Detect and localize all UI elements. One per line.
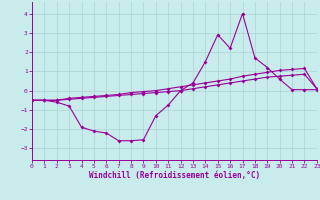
X-axis label: Windchill (Refroidissement éolien,°C): Windchill (Refroidissement éolien,°C)	[89, 171, 260, 180]
